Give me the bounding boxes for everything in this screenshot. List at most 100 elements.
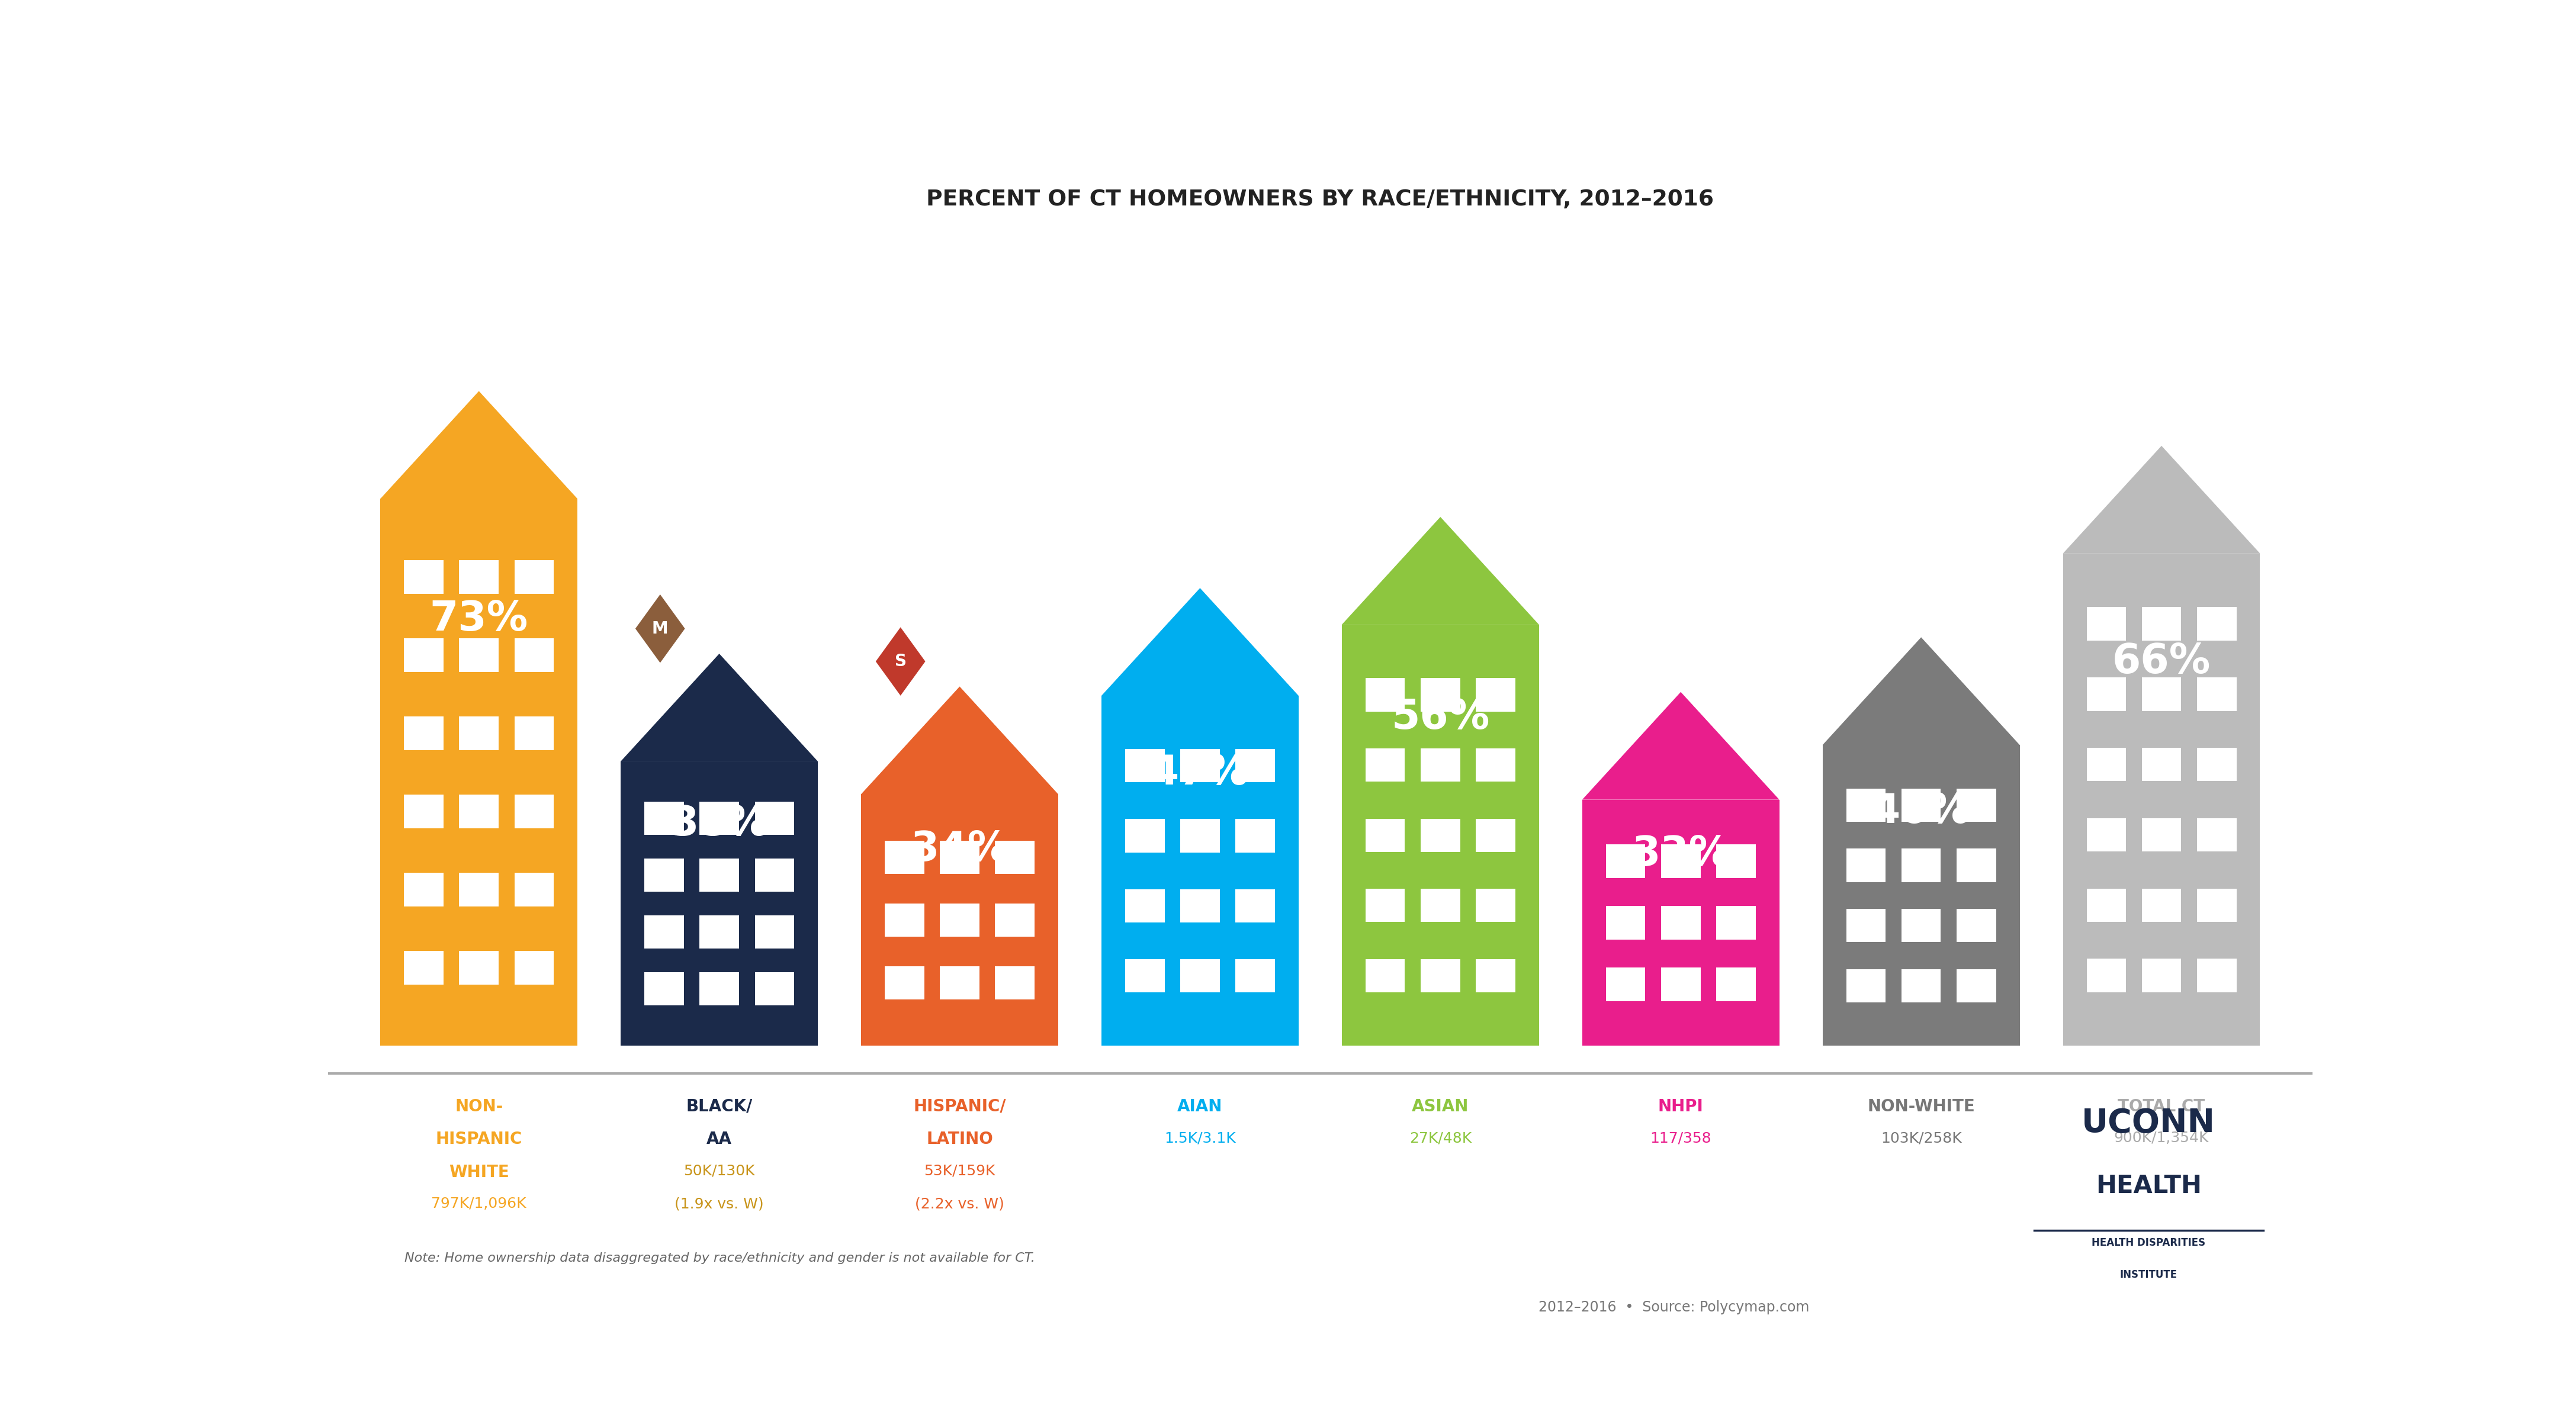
Text: (2.2x vs. W): (2.2x vs. W) <box>914 1196 1005 1211</box>
Text: HEALTH: HEALTH <box>2097 1174 2202 1198</box>
Text: 40%: 40% <box>1873 791 1971 831</box>
Bar <box>2197 747 2236 782</box>
Text: 56%: 56% <box>1391 698 1489 737</box>
Text: 34%: 34% <box>909 830 1010 870</box>
Text: HISPANIC/: HISPANIC/ <box>914 1098 1007 1115</box>
Bar <box>459 872 500 907</box>
Bar <box>1847 848 1886 882</box>
Text: 47%: 47% <box>1151 753 1249 793</box>
Bar <box>940 840 979 874</box>
Bar <box>1422 818 1461 851</box>
Bar <box>1476 888 1515 922</box>
Text: NHPI: NHPI <box>1659 1098 1703 1115</box>
Bar <box>2197 888 2236 922</box>
Bar <box>1126 890 1164 922</box>
Bar <box>860 794 1059 1046</box>
Text: 2012–2016  •  Source: Polycymap.com: 2012–2016 • Source: Polycymap.com <box>1538 1300 1808 1314</box>
Bar <box>1958 789 1996 821</box>
Bar <box>1901 789 1940 821</box>
Bar <box>459 716 500 750</box>
Bar <box>1236 818 1275 853</box>
Text: WHITE: WHITE <box>448 1164 510 1181</box>
Bar <box>515 794 554 828</box>
Bar <box>994 840 1036 874</box>
Bar <box>644 858 683 892</box>
Bar <box>1958 848 1996 882</box>
Bar <box>404 716 443 750</box>
Text: 73%: 73% <box>430 600 528 639</box>
Bar <box>940 904 979 936</box>
Bar <box>515 872 554 907</box>
Bar <box>644 972 683 1006</box>
Bar <box>701 972 739 1006</box>
Bar <box>2087 818 2125 851</box>
Bar <box>1236 749 1275 783</box>
Bar <box>515 951 554 985</box>
Text: LATINO: LATINO <box>927 1131 992 1148</box>
Bar <box>1716 844 1757 878</box>
Bar <box>755 915 793 949</box>
Bar <box>1847 789 1886 821</box>
Bar <box>1126 818 1164 853</box>
Text: M: M <box>652 621 667 637</box>
Text: NON-WHITE: NON-WHITE <box>1868 1098 1976 1115</box>
Polygon shape <box>860 686 1059 794</box>
Text: NON-: NON- <box>456 1098 502 1115</box>
Text: AA: AA <box>706 1131 732 1148</box>
Bar <box>1365 818 1404 851</box>
Bar <box>2141 607 2182 641</box>
Text: S: S <box>894 654 907 669</box>
Bar <box>1180 959 1218 992</box>
Polygon shape <box>621 654 817 762</box>
Bar <box>1422 749 1461 782</box>
Bar <box>2141 888 2182 922</box>
Bar <box>1716 968 1757 1000</box>
Bar <box>1422 888 1461 922</box>
Text: 66%: 66% <box>2112 642 2210 682</box>
Bar <box>621 762 817 1046</box>
Text: BLACK/: BLACK/ <box>685 1098 752 1115</box>
Bar <box>1103 696 1298 1046</box>
Bar <box>2197 607 2236 641</box>
Bar <box>1605 968 1646 1000</box>
Bar <box>701 915 739 949</box>
Text: INSTITUTE: INSTITUTE <box>2120 1269 2177 1280</box>
Text: ASIAN: ASIAN <box>1412 1098 1468 1115</box>
Bar <box>2197 678 2236 710</box>
Bar <box>755 858 793 892</box>
Text: TOTAL CT: TOTAL CT <box>2117 1098 2205 1115</box>
Bar <box>2087 607 2125 641</box>
Bar <box>1180 818 1218 853</box>
Text: UCONN: UCONN <box>2081 1107 2215 1140</box>
Bar <box>2141 747 2182 782</box>
Bar <box>1958 909 1996 942</box>
Bar <box>2087 888 2125 922</box>
Bar <box>1662 968 1700 1000</box>
Bar <box>994 966 1036 999</box>
Bar <box>1126 959 1164 992</box>
Bar <box>2087 678 2125 710</box>
Bar <box>2087 747 2125 782</box>
Bar <box>1901 969 1940 1002</box>
Bar <box>515 560 554 594</box>
Bar <box>1824 745 2020 1046</box>
Bar <box>2197 959 2236 992</box>
Bar <box>1476 818 1515 851</box>
Bar <box>1236 959 1275 992</box>
Text: AIAN: AIAN <box>1177 1098 1224 1115</box>
Bar <box>1365 959 1404 992</box>
Text: HEALTH DISPARITIES: HEALTH DISPARITIES <box>2092 1238 2205 1248</box>
Bar <box>884 966 925 999</box>
Bar <box>1476 678 1515 712</box>
Bar <box>884 840 925 874</box>
Text: 797K/1,096K: 797K/1,096K <box>430 1196 526 1211</box>
Text: PERCENT OF CT HOMEOWNERS BY RACE/ETHNICITY, 2012–2016: PERCENT OF CT HOMEOWNERS BY RACE/ETHNICI… <box>927 189 1713 210</box>
Text: 27K/48K: 27K/48K <box>1409 1131 1471 1145</box>
Bar <box>940 966 979 999</box>
Bar <box>1582 800 1780 1046</box>
Text: 900K/1,354K: 900K/1,354K <box>2115 1131 2210 1145</box>
Polygon shape <box>1342 517 1538 625</box>
Bar <box>404 794 443 828</box>
Bar <box>701 858 739 892</box>
Bar <box>755 801 793 836</box>
